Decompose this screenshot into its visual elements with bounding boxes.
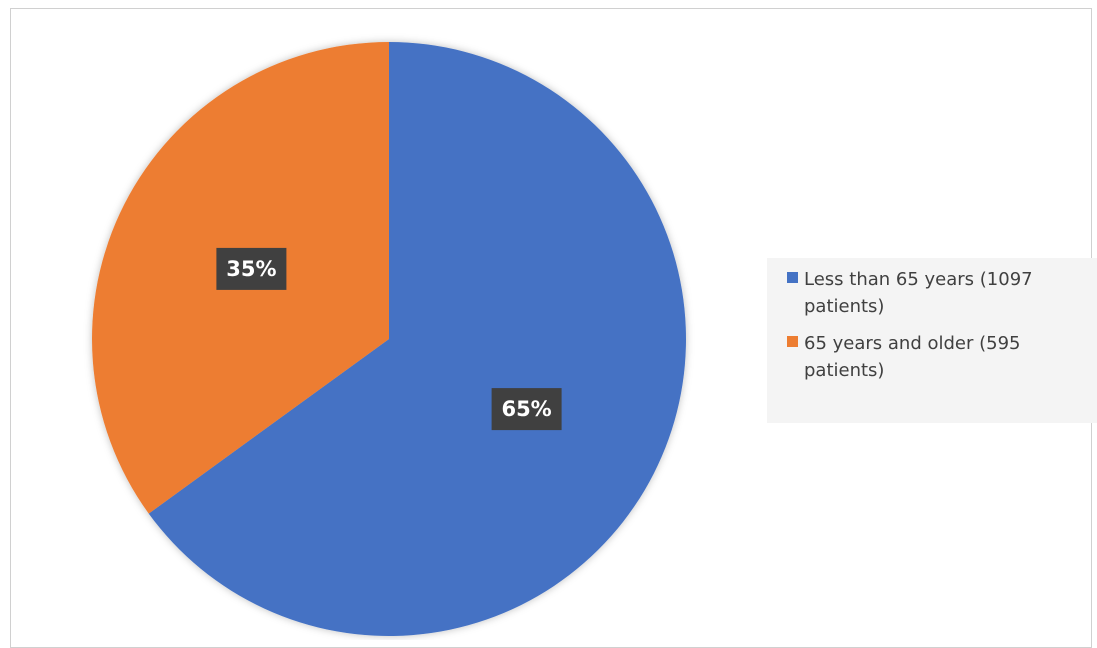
data-label-box-65-and-older <box>216 247 287 290</box>
data-label-under-65: 65% <box>491 388 562 431</box>
legend-label-under-65: Less than 65 years (1097 patients) <box>804 269 1033 317</box>
legend-label-65-and-older: 65 years and older (595 patients) <box>804 333 1021 381</box>
chart-legend: Less than 65 years (1097 patients) 65 ye… <box>767 258 1097 423</box>
legend-swatch-under-65 <box>787 272 798 283</box>
data-label-text-65-and-older: 35% <box>226 257 276 281</box>
legend-item-under-65: Less than 65 years (1097 patients) <box>787 266 1087 320</box>
legend-swatch-65-and-older <box>787 336 798 347</box>
pie-slice-under-65 <box>148 42 686 636</box>
data-label-65-and-older: 35% <box>216 247 287 290</box>
data-label-box-under-65 <box>491 388 562 431</box>
legend-item-65-and-older: 65 years and older (595 patients) <box>787 330 1087 384</box>
data-label-text-under-65: 65% <box>501 397 551 421</box>
